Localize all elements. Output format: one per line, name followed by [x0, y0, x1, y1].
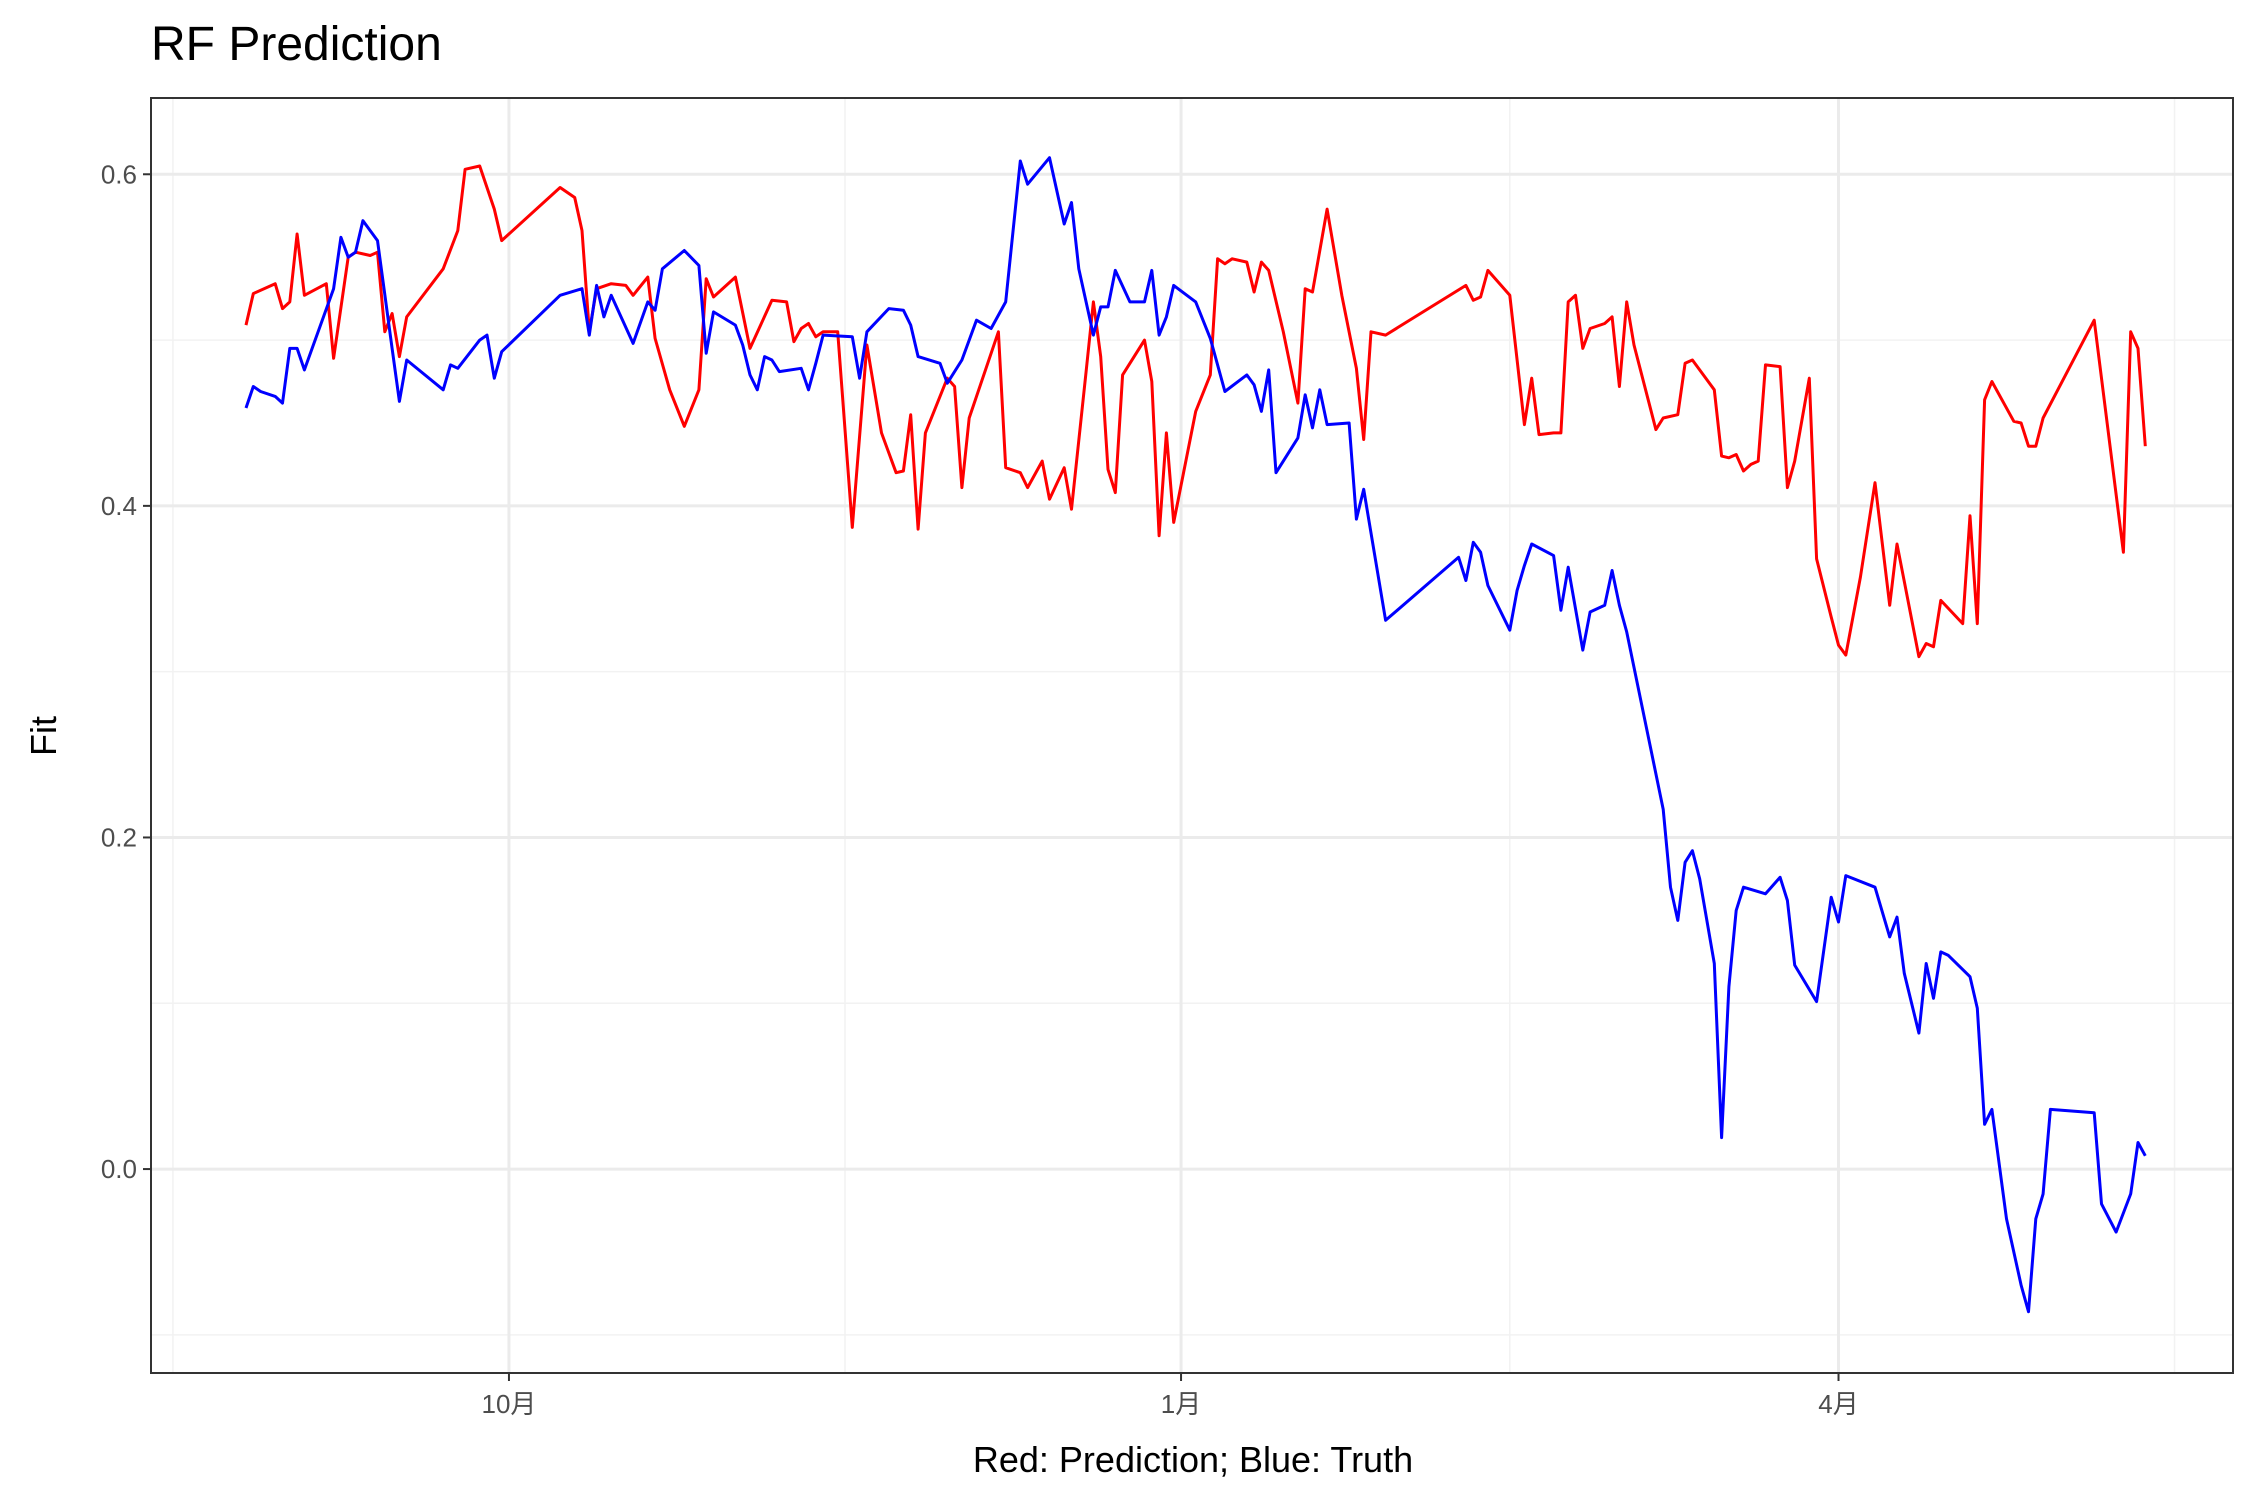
- plot-lines: [244, 156, 2147, 1314]
- panel-border: [150, 97, 2234, 1374]
- y-axis-title: Fit: [23, 716, 64, 756]
- y-tick-label: 0.2: [101, 822, 137, 852]
- grid: [151, 98, 2233, 1373]
- y-tick-label: 0.0: [101, 1154, 137, 1184]
- x-tick-label: 4月: [1818, 1389, 1858, 1419]
- series-line: [244, 156, 2147, 1314]
- y-tick-label: 0.4: [101, 491, 137, 521]
- axes: 0.0 0.2 0.4 0.6 10月 1月 4月: [101, 159, 1859, 1419]
- x-axis-title: Red: Prediction; Blue: Truth: [973, 1439, 1413, 1480]
- chart-title: RF Prediction: [151, 18, 442, 71]
- x-tick-label: 10月: [481, 1389, 536, 1419]
- x-tick-label: 1月: [1161, 1389, 1201, 1419]
- y-tick-label: 0.6: [101, 159, 137, 189]
